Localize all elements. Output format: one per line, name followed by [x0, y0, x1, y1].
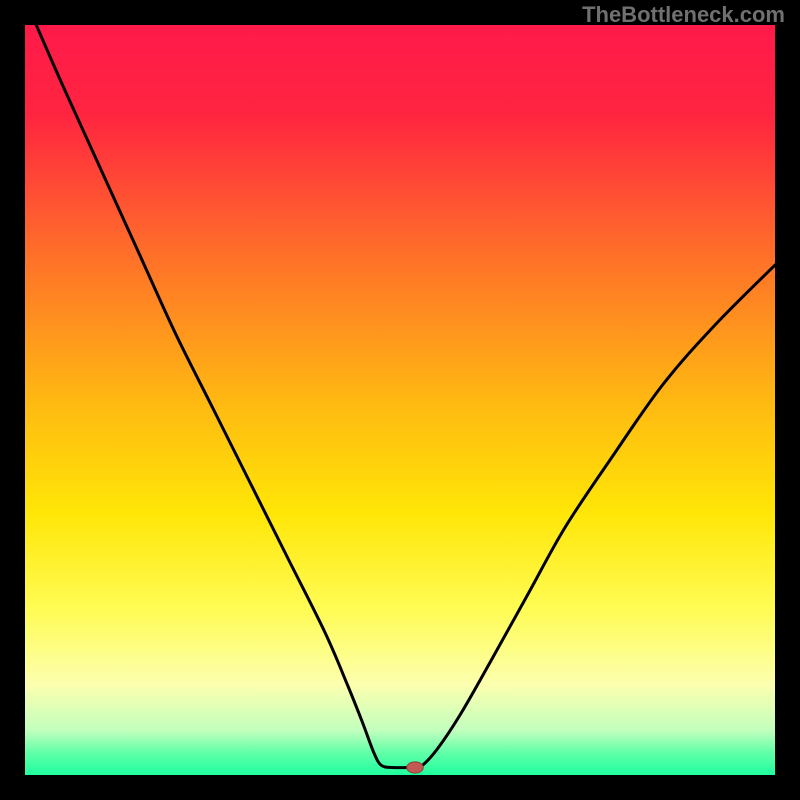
plot-background — [25, 25, 775, 775]
chart-svg — [25, 25, 775, 775]
minimum-marker — [407, 762, 424, 773]
chart-container: TheBottleneck.com — [0, 0, 800, 800]
